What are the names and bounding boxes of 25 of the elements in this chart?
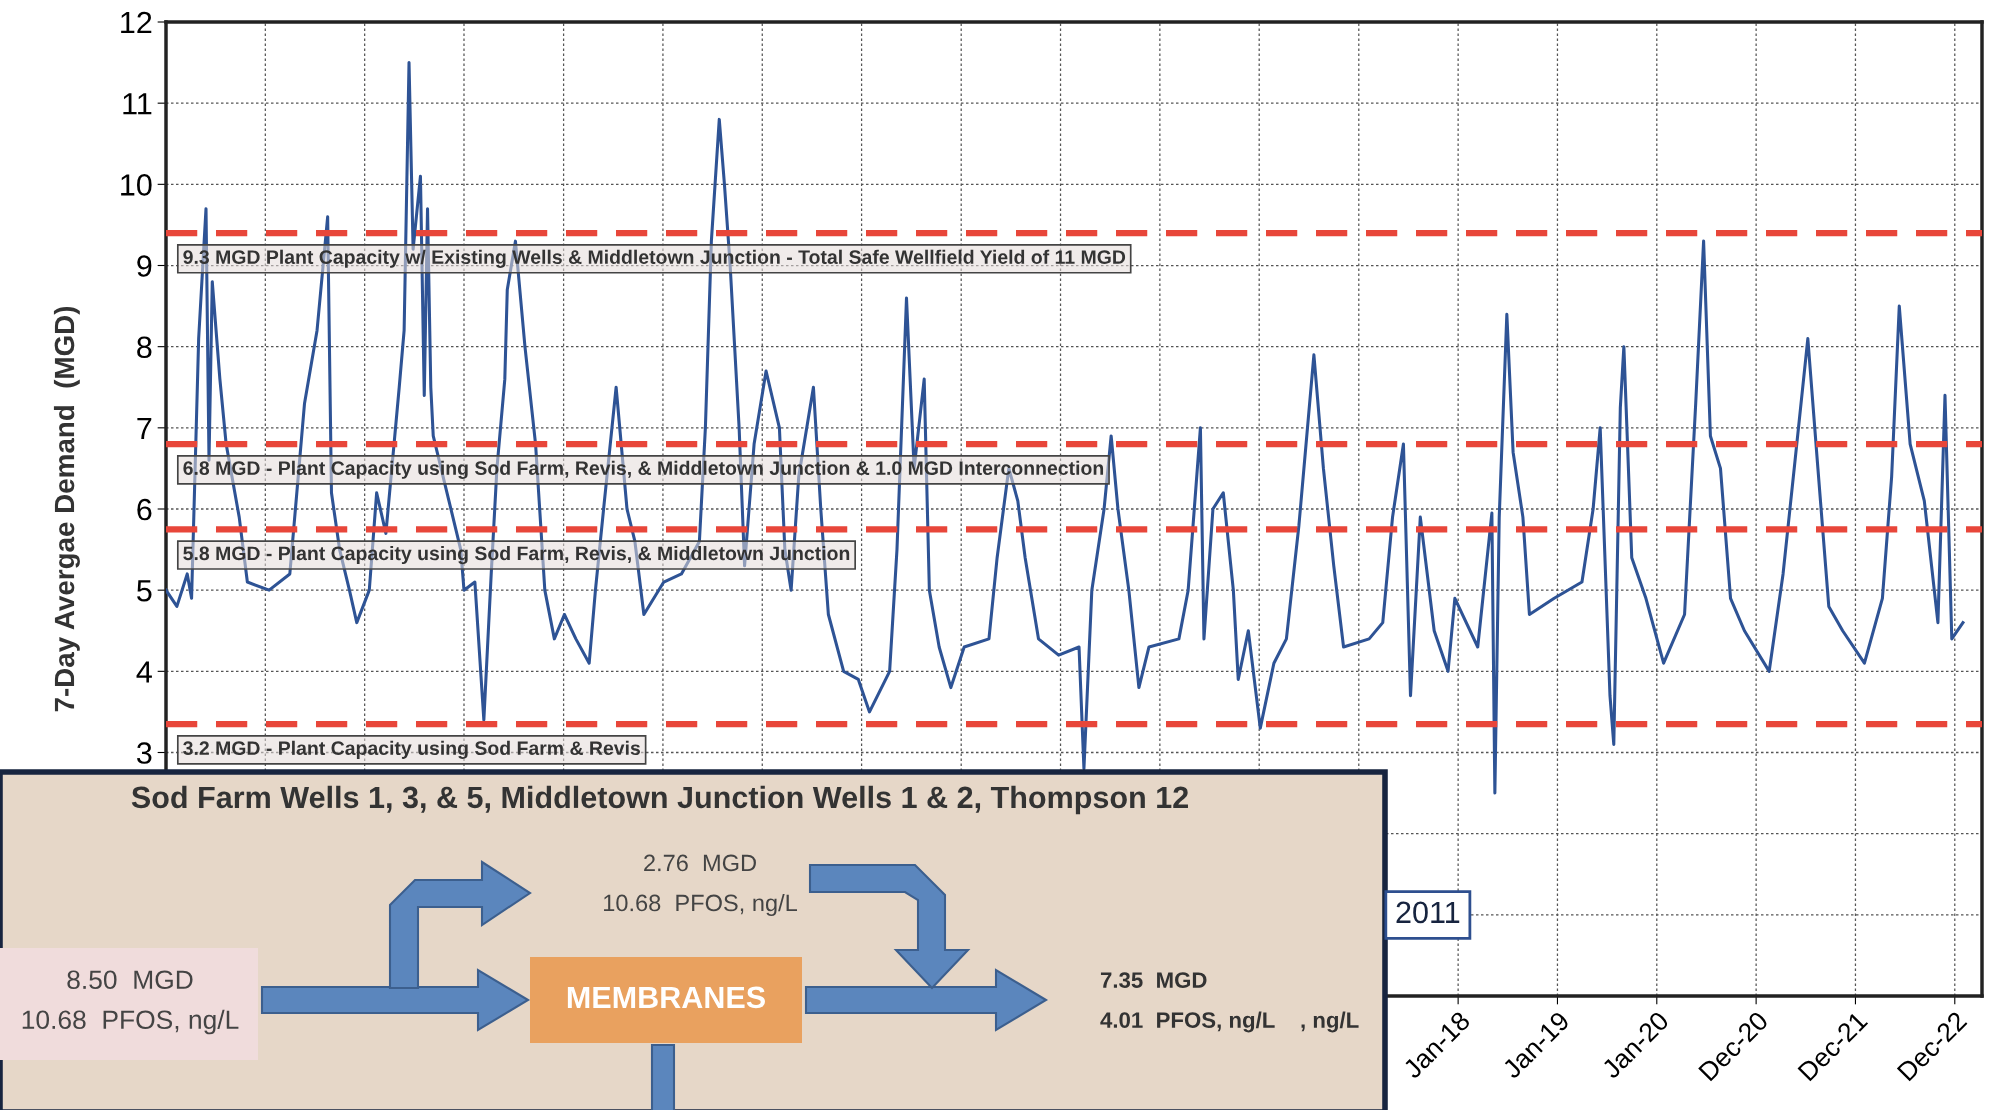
y-tick-label: 6 bbox=[137, 498, 152, 521]
y-tick-label: 8 bbox=[137, 336, 152, 359]
ref-line-label: 3.2 MGD - Plant Capacity using Sod Farm & Revis bbox=[183, 740, 640, 759]
y-tick-label: 3 bbox=[136, 742, 152, 764]
y-tick-label: 7 bbox=[137, 417, 152, 439]
y-tick-label: 12 bbox=[121, 11, 152, 34]
annotation: Sod Farm Wells 1, 3, & 5, Middletown Junction Wells 1 & 2, Thompson 12 bbox=[131, 785, 1188, 815]
y-axis-title: 7-Day Avergae Demand (MGD) bbox=[53, 306, 80, 712]
y-tick-label: 9 bbox=[137, 255, 152, 277]
annotation: 7.35 MGD bbox=[1100, 972, 1207, 988]
y-tick-label: 10 bbox=[121, 174, 152, 196]
ref-line-label: 9.3 MGD Plant Capacity w/ Existing Wells & Middletown Junction - Total Safe Wellfield Yield of 11 MGD bbox=[183, 249, 1126, 268]
y-tick-label: 11 bbox=[123, 93, 152, 115]
annotation: 8.50 MGD bbox=[67, 970, 193, 990]
text: , ng/L bbox=[1301, 1011, 1359, 1033]
y-tick-label: 4 bbox=[136, 661, 152, 683]
annotation: MEMBRANES bbox=[567, 986, 765, 1009]
text: 10.68 PFOS, ng/L bbox=[22, 1009, 239, 1035]
annotation: 2011 bbox=[1396, 901, 1460, 924]
ref-line-label: 5.8 MGD - Plant Capacity using Sod Farm, Revis, & Middletown Junction bbox=[183, 545, 850, 565]
y-tick-label: 5 bbox=[137, 580, 152, 602]
annotation: 2.76 MGD bbox=[644, 854, 756, 872]
text: 4.01 PFOS, ng/L bbox=[1100, 1011, 1275, 1033]
annotation: 10.68 PFOS, ng/L bbox=[604, 893, 797, 917]
ref-line-label: 6.8 MGD - Plant Capacity using Sod Farm, Revis, & Middletown Junction & 1.0 MGD Interconnection bbox=[183, 460, 1104, 479]
